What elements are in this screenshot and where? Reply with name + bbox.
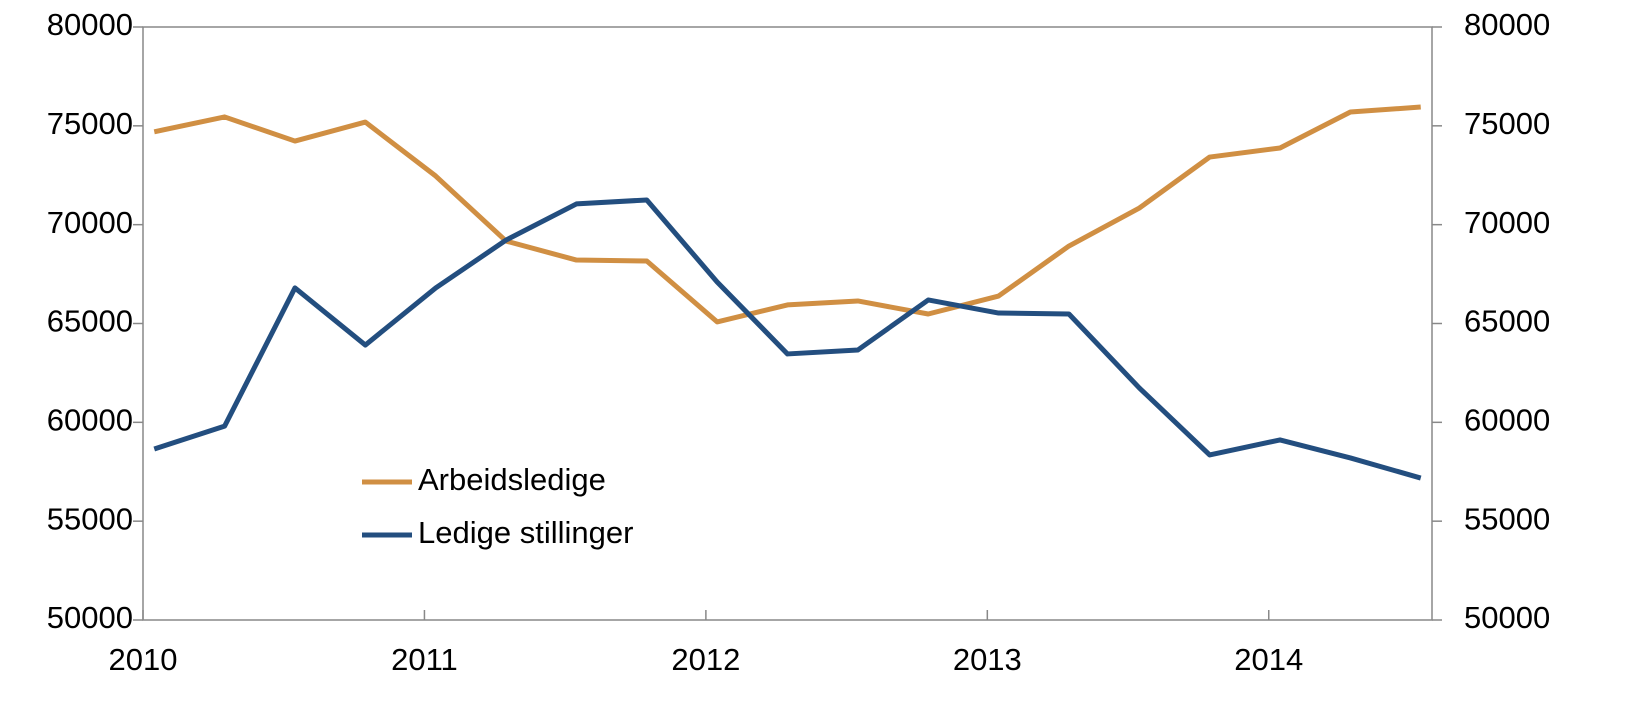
x-tick-label: 2010 — [109, 642, 178, 677]
y2-tick-label: 75000 — [1464, 106, 1550, 141]
y2-tick-label: 60000 — [1464, 403, 1550, 438]
y-tick-label: 60000 — [47, 403, 133, 438]
legend-label: Ledige stillinger — [418, 515, 633, 550]
data-line — [153, 197, 1422, 481]
y2-tick-label: 50000 — [1464, 600, 1550, 635]
y-tick-label: 50000 — [47, 600, 133, 635]
x-tick-label: 2012 — [671, 642, 740, 677]
y-tick-label: 80000 — [47, 7, 133, 42]
data-line — [153, 104, 1421, 325]
x-tick-label: 2014 — [1234, 642, 1303, 677]
legend-label: Arbeidsledige — [418, 462, 606, 497]
y-tick-label: 75000 — [47, 106, 133, 141]
y2-tick-label: 80000 — [1464, 7, 1550, 42]
y-tick-label: 70000 — [47, 205, 133, 240]
y2-tick-label: 65000 — [1464, 304, 1550, 339]
y-tick-label: 65000 — [47, 304, 133, 339]
y2-tick-label: 55000 — [1464, 501, 1550, 536]
y-tick-label: 55000 — [47, 501, 133, 536]
x-tick-label: 2011 — [391, 642, 458, 677]
y2-tick-label: 70000 — [1464, 205, 1550, 240]
x-tick-label: 2013 — [953, 642, 1022, 677]
